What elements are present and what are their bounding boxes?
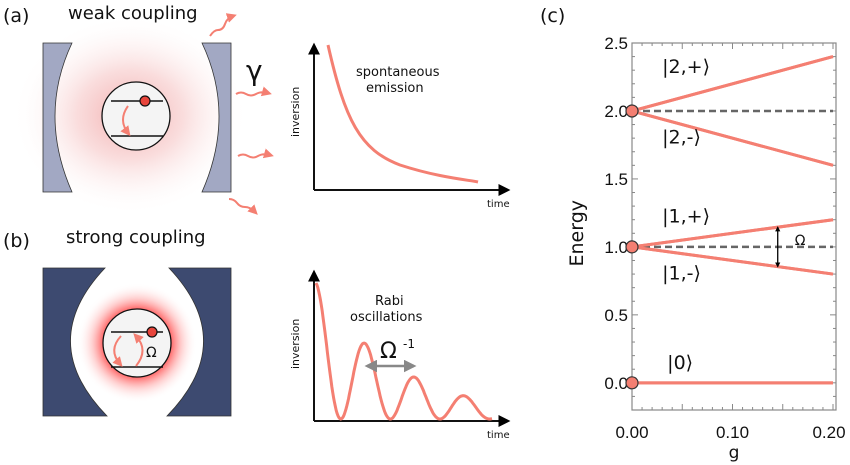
x-tick-labels: 0.00 0.10 0.20 <box>615 423 845 442</box>
y-tick-label: 1.0 <box>604 238 628 257</box>
x-tick-label: 0.20 <box>812 423 845 442</box>
annotation-line2: oscillations <box>350 310 423 325</box>
annotation-line1: Rabi <box>375 294 404 309</box>
photon-arrow-icon <box>235 86 272 97</box>
y-axis-label: Energy <box>566 200 588 267</box>
x-axis-label: time <box>487 430 510 441</box>
rabi-oscillation-plot: Ω -1 inversion time Rabi oscillations <box>289 269 511 441</box>
y-tick-labels: 0.0 0.5 1.0 1.5 2.0 2.5 <box>604 34 628 393</box>
emission-arrow-icon <box>112 335 123 368</box>
y-tick-label: 0.5 <box>604 306 628 325</box>
y-tick-label: 1.5 <box>604 170 628 189</box>
spontaneous-emission-plot: inversion time spontaneous emission <box>289 42 511 210</box>
panel-c: (c) 0.0 0.5 1.0 1.5 2.0 2.5 0.00 0.10 0.20 |2,+… <box>540 5 846 463</box>
energy-level-line-overlay <box>631 109 834 167</box>
y-tick-label: 0.0 <box>604 374 628 393</box>
photon-arrow-icon <box>237 148 274 159</box>
decay-arrow-icon <box>120 105 131 137</box>
rabi-curve <box>314 282 493 421</box>
panel-b-label: (b) <box>3 230 30 252</box>
x-axis-label: time <box>487 199 510 210</box>
electron-dot <box>139 95 151 107</box>
y-axis-label: inversion <box>289 319 302 369</box>
annotation-line1: spontaneous <box>356 65 440 80</box>
coupling-symbol: Ω <box>146 345 157 361</box>
energy-level-line-overlay <box>631 245 834 276</box>
period-symbol: Ω <box>380 339 397 364</box>
energy-level-line-overlay <box>631 218 834 249</box>
atom: Ω <box>102 308 172 378</box>
photon-arrow-icon <box>209 13 237 37</box>
right-mirror <box>166 267 232 417</box>
y-tick-label: 2.0 <box>604 102 628 121</box>
x-tick-label: 0.10 <box>716 423 749 442</box>
degenerate-point-marker <box>625 240 639 254</box>
marker-layer <box>625 104 639 390</box>
decay-rate-symbol: γ <box>246 54 263 87</box>
plot-frame <box>631 42 837 411</box>
panel-a-label: (a) <box>3 5 29 27</box>
x-tick-label: 0.00 <box>615 423 648 442</box>
right-mirror <box>201 42 232 193</box>
decay-curve <box>326 44 479 184</box>
degenerate-point-marker <box>625 376 639 390</box>
energy-level-line-overlay <box>631 55 834 113</box>
minor-ticks <box>631 42 836 410</box>
state-label: |1,+⟩ <box>662 205 710 227</box>
panel-c-label: (c) <box>540 5 565 27</box>
energy-chart: 0.00.51.01.52.02.5 0.00 0.10 0.20 |2,+⟩|2,… <box>566 34 846 463</box>
series-layer: |2,+⟩ |2,-⟩ |1,+⟩ |1,-⟩ |0⟩ <box>631 55 834 385</box>
state-label: |2,+⟩ <box>662 56 710 78</box>
panel-a: (a) weak coupling γ inversion <box>3 3 511 215</box>
left-mirror <box>42 42 73 193</box>
state-label: |2,-⟩ <box>662 127 701 149</box>
annotation-layer: Ω <box>775 226 806 268</box>
photon-arrow-icon <box>228 198 258 215</box>
state-label: |1,-⟩ <box>662 263 701 285</box>
atom <box>101 81 171 151</box>
annotation-line2: emission <box>366 81 424 96</box>
panel-b-title: strong coupling <box>66 227 206 248</box>
x-axis-label: g <box>729 443 740 463</box>
state-label: |0⟩ <box>667 352 693 374</box>
splitting-label: Ω <box>795 233 806 249</box>
panel-b: (b) strong coupling Ω Ω -1 inversion tim… <box>3 227 511 441</box>
period-exponent: -1 <box>403 337 415 351</box>
y-tick-label: 2.5 <box>604 34 628 53</box>
y-axis-label: inversion <box>289 87 302 137</box>
left-mirror <box>42 267 108 417</box>
electron-dot <box>146 326 158 338</box>
degenerate-point-marker <box>625 104 639 118</box>
absorption-arrow-icon <box>133 333 144 367</box>
emitted-photons <box>209 13 274 215</box>
